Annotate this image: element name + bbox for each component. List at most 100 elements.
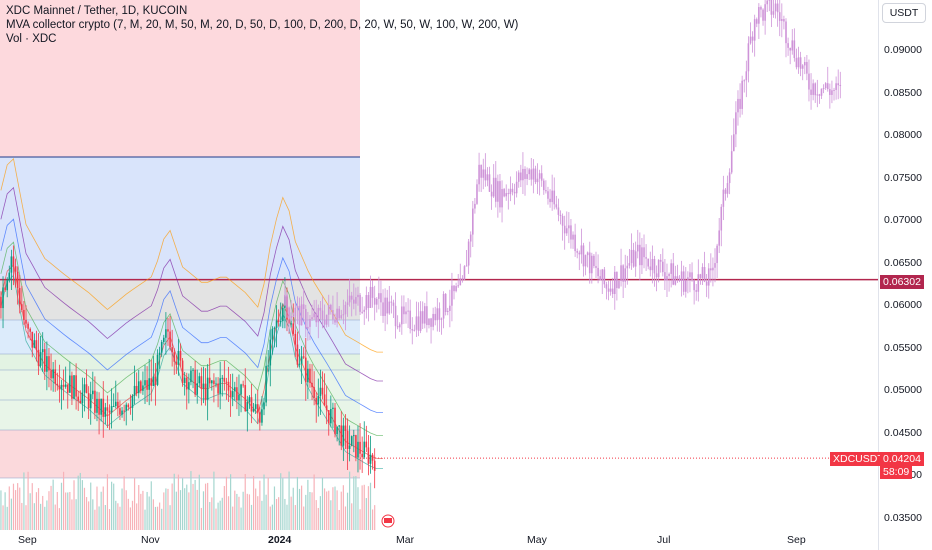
candle-body bbox=[244, 385, 247, 412]
volume-bar bbox=[234, 490, 236, 530]
volume-title[interactable]: Vol · XDC bbox=[6, 33, 57, 45]
projection-candle-body bbox=[599, 276, 601, 281]
projection-candle-body bbox=[582, 245, 585, 267]
candle-body bbox=[133, 385, 136, 396]
projection-candle-body bbox=[687, 277, 689, 281]
projection-candle-body bbox=[739, 98, 741, 109]
projection-candle-body bbox=[290, 316, 292, 319]
symbol-title[interactable]: XDC Mainnet / Tether, 1D, KUCOIN bbox=[6, 5, 188, 17]
chart-area[interactable] bbox=[0, 0, 878, 530]
candle-body bbox=[100, 398, 102, 415]
candle-body bbox=[12, 256, 15, 267]
projection-candle-body bbox=[549, 198, 551, 203]
candle-body bbox=[298, 363, 301, 365]
volume-bar bbox=[194, 479, 196, 530]
volume-bar bbox=[100, 491, 102, 530]
volume-bar bbox=[181, 478, 184, 530]
projection-candle-body bbox=[626, 265, 629, 269]
projection-candle-body bbox=[428, 318, 430, 326]
candle-body bbox=[87, 393, 90, 409]
volume-bar bbox=[311, 492, 313, 530]
projection-candle-body bbox=[367, 295, 370, 308]
volume-bar bbox=[250, 504, 253, 530]
projection-candle-body bbox=[530, 169, 533, 180]
time-tick-label: Sep bbox=[787, 534, 806, 546]
projection-candle-body bbox=[701, 267, 704, 279]
candle-body bbox=[112, 406, 115, 408]
projection-candle-body bbox=[653, 258, 656, 274]
volume-bar bbox=[261, 500, 263, 530]
projection-candle-body bbox=[593, 255, 595, 267]
candle-body bbox=[131, 395, 134, 408]
volume-bar bbox=[96, 486, 98, 530]
volume-bar bbox=[217, 502, 219, 530]
projection-candle-body bbox=[311, 317, 313, 319]
indicator-title[interactable]: MVA collector crypto (7, M, 20, M, 50, M… bbox=[6, 19, 519, 31]
candle-body bbox=[85, 384, 88, 394]
candle-body bbox=[31, 331, 34, 348]
projection-candle-body bbox=[649, 266, 652, 271]
candle-body bbox=[252, 408, 255, 412]
candle-body bbox=[160, 341, 163, 353]
candle-body bbox=[355, 435, 357, 458]
projection-candle-body bbox=[413, 329, 416, 331]
candle-body bbox=[240, 384, 242, 395]
candle-body bbox=[254, 404, 257, 409]
volume-bar bbox=[259, 480, 261, 530]
projection-candle-body bbox=[833, 89, 835, 91]
volume-bar bbox=[357, 487, 359, 530]
moving-average-line-2 bbox=[0, 218, 383, 413]
volume-bar bbox=[60, 482, 63, 530]
volume-bar bbox=[171, 483, 173, 530]
candle-body bbox=[127, 404, 130, 408]
candle-body bbox=[307, 368, 309, 383]
candle-body bbox=[18, 287, 21, 305]
candle-body bbox=[248, 397, 251, 403]
projection-candle-body bbox=[810, 89, 812, 95]
candle-body bbox=[114, 401, 117, 407]
projection-candle-body bbox=[371, 286, 374, 298]
volume-bar bbox=[77, 475, 79, 530]
candle-body bbox=[66, 384, 69, 393]
volume-bar bbox=[290, 496, 292, 530]
projection-candle-body bbox=[444, 293, 447, 312]
projection-candle-body bbox=[676, 276, 679, 279]
candle-body bbox=[194, 369, 196, 395]
volume-bar bbox=[146, 491, 148, 530]
projection-candle-body bbox=[350, 295, 353, 300]
candle-body bbox=[342, 425, 345, 446]
projection-candle-body bbox=[659, 259, 662, 262]
candle-body bbox=[250, 397, 253, 412]
volume-bar bbox=[238, 496, 240, 530]
projection-candle-body bbox=[826, 83, 829, 90]
projection-candle-body bbox=[363, 309, 366, 312]
projection-candle-body bbox=[398, 324, 401, 328]
volume-bar bbox=[67, 492, 69, 530]
projection-candle-body bbox=[288, 307, 290, 319]
candle-body bbox=[279, 321, 282, 323]
volume-bar bbox=[177, 474, 180, 530]
projection-candle-body bbox=[482, 169, 485, 178]
volume-bar bbox=[4, 492, 6, 530]
candle-body bbox=[125, 404, 128, 411]
volume-bar bbox=[25, 505, 27, 530]
candle-body bbox=[300, 356, 303, 364]
projection-candle-body bbox=[760, 7, 762, 10]
projection-candle-body bbox=[426, 306, 428, 326]
candle-body bbox=[302, 356, 305, 358]
candle-body bbox=[14, 266, 17, 272]
projection-candle-body bbox=[668, 273, 670, 277]
projection-candle-body bbox=[336, 308, 338, 323]
volume-bar bbox=[44, 506, 46, 530]
projection-candle-body bbox=[707, 268, 710, 286]
candle-body bbox=[196, 383, 199, 395]
volume-bar bbox=[71, 499, 73, 530]
volume-bar bbox=[161, 508, 163, 530]
projection-candle-body bbox=[394, 305, 397, 327]
projection-candle-body bbox=[384, 297, 386, 316]
currency-button[interactable]: USDT bbox=[882, 3, 926, 23]
symbol-price-tag: XDCUSDT bbox=[830, 452, 887, 466]
candle-body bbox=[311, 382, 313, 388]
projection-candle-body bbox=[524, 168, 526, 179]
projection-candle-body bbox=[442, 293, 445, 319]
